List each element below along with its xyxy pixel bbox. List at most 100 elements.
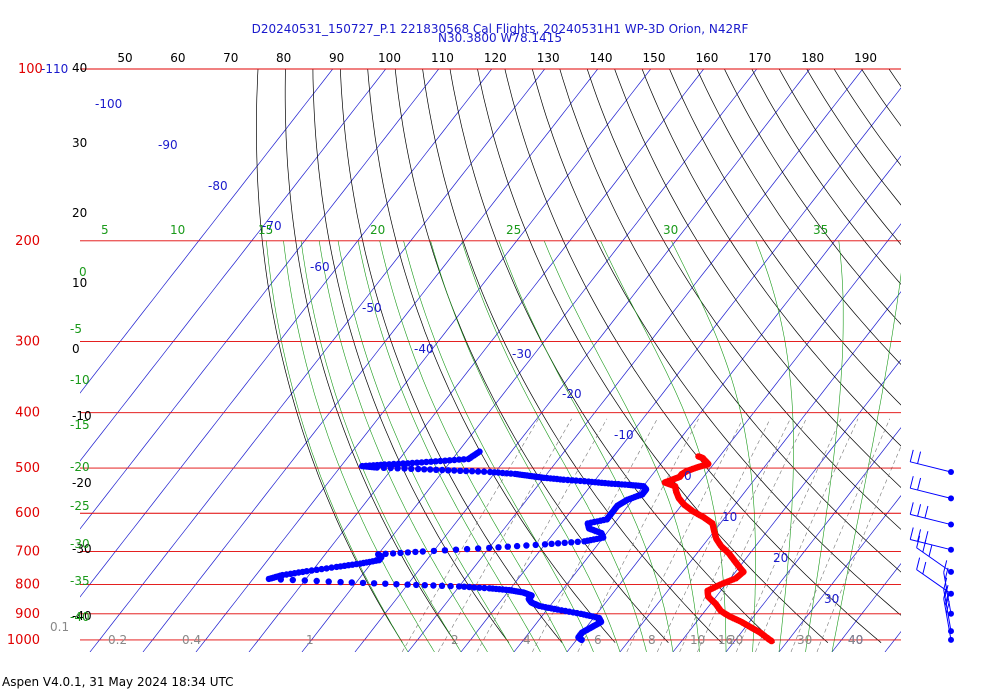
dewpoint-point [437, 457, 444, 465]
dry-adiabat-line [751, 69, 901, 285]
moist-adiabat-label: 5 [101, 223, 109, 237]
isotherm-line [80, 69, 386, 462]
dewpoint-point [561, 539, 568, 546]
pressure-label: 900 [15, 607, 40, 622]
dewpoint-point [463, 545, 471, 553]
wind-barbs [909, 449, 954, 643]
dewpoint-point [439, 466, 446, 474]
dewpoint-point [474, 545, 482, 552]
pressure-label: 400 [15, 406, 40, 421]
mixing-ratio-line [816, 445, 901, 652]
dewpoint-point [430, 547, 438, 555]
dewpoint-point [413, 581, 420, 589]
dewpoint-point [419, 548, 426, 555]
wind-barb-flag [917, 477, 922, 491]
dewpoint-point [380, 464, 387, 471]
moist-adiabat-line [337, 240, 515, 652]
top-axis-label: 110 [431, 51, 454, 65]
left-temperature-label: -20 [72, 476, 92, 490]
isotherm-line [672, 359, 901, 652]
dry-adiabat-line [614, 69, 901, 488]
isotherm-label: -50 [362, 301, 382, 315]
pressure-label-secondary: -110 [41, 62, 68, 76]
top-axis-label: 50 [117, 51, 132, 65]
mixing-ratio-line [476, 418, 608, 652]
dry-adiabat-line [669, 69, 901, 406]
dewpoint-point [399, 460, 407, 467]
dewpoint-point [397, 549, 404, 557]
wind-barb-staff [910, 461, 952, 473]
mixing-ratio-label: 2 [451, 633, 459, 647]
top-axis-label: 60 [170, 51, 185, 65]
moist-adiabat-line [318, 240, 488, 652]
isotherm-label: -30 [512, 347, 532, 361]
moist-adiabat-label-left: -40 [70, 610, 90, 624]
dry-adiabat-line [806, 69, 901, 206]
dry-adiabat-line [861, 69, 901, 127]
mixing-ratio-label: 6 [594, 633, 602, 647]
wind-barb-staff [910, 539, 952, 551]
moist-adiabat-line [300, 240, 462, 652]
moist-adiabat-line [283, 240, 435, 652]
moist-adiabat-line [831, 272, 901, 652]
isotherm-line [513, 155, 901, 652]
top-axis-label: 180 [801, 51, 824, 65]
isotherm-line [142, 69, 598, 652]
isotherm-label: -80 [208, 179, 228, 193]
mixing-ratio-label: 40 [848, 633, 863, 647]
wind-barb-flag [924, 505, 929, 519]
mixing-ratio-line [755, 418, 859, 652]
isotherm-line [248, 69, 704, 652]
dewpoint-point [447, 582, 454, 590]
pressure-label: 500 [15, 461, 40, 476]
top-axis-label: 190 [854, 51, 877, 65]
wind-barb-flag [943, 577, 948, 590]
wind-barb-flag [922, 539, 927, 553]
dewpoint-point [568, 539, 575, 546]
dewpoint-point [373, 464, 381, 471]
moist-adiabat-label-left: -15 [70, 418, 90, 432]
dewpoint-point [323, 565, 330, 572]
dewpoint-point [265, 575, 273, 583]
dry-adiabat-line [641, 69, 901, 447]
grid-lines [80, 69, 901, 652]
dewpoint-point [401, 465, 408, 472]
dewpoint-point [471, 584, 478, 591]
dry-adiabat-line [888, 69, 901, 88]
wind-barb [909, 502, 954, 528]
dewpoint-point [333, 563, 340, 571]
moist-adiabat-label: 10 [170, 223, 185, 237]
dry-adiabat-line [284, 69, 456, 643]
pressure-label: 100 [18, 62, 43, 77]
temperature-point [768, 637, 775, 645]
isotherm-line [89, 69, 545, 652]
dewpoint-point [541, 541, 549, 548]
wind-barb-staff [916, 547, 952, 573]
dewpoint-point [389, 550, 397, 557]
wind-barb-flag [916, 535, 921, 548]
moist-adiabat-label: 20 [370, 223, 385, 237]
dewpoint-point [313, 566, 320, 573]
left-temperature-label: -30 [72, 542, 92, 556]
dewpoint-point [574, 538, 581, 545]
dewpoint-point [446, 457, 453, 464]
moist-adiabat-label: 35 [813, 223, 828, 237]
isotherm-label: -90 [158, 138, 178, 152]
isotherm-line [80, 69, 492, 598]
dewpoint-point [393, 581, 400, 588]
dewpoint-point [318, 565, 325, 573]
dry-adiabat-line [256, 69, 403, 643]
pressure-label: 700 [15, 544, 40, 559]
top-axis-label: 140 [590, 51, 613, 65]
wind-barb-flag [909, 527, 914, 540]
dewpoint-point [404, 549, 412, 556]
dewpoint-point [486, 544, 493, 552]
top-axis-label: 80 [276, 51, 291, 65]
moist-adiabat-label-left: -20 [70, 460, 90, 474]
dry-adiabat-line [422, 69, 722, 643]
mixing-ratio-line [790, 418, 891, 652]
dewpoint-point [513, 542, 521, 550]
moist-adiabat-line [266, 240, 409, 652]
